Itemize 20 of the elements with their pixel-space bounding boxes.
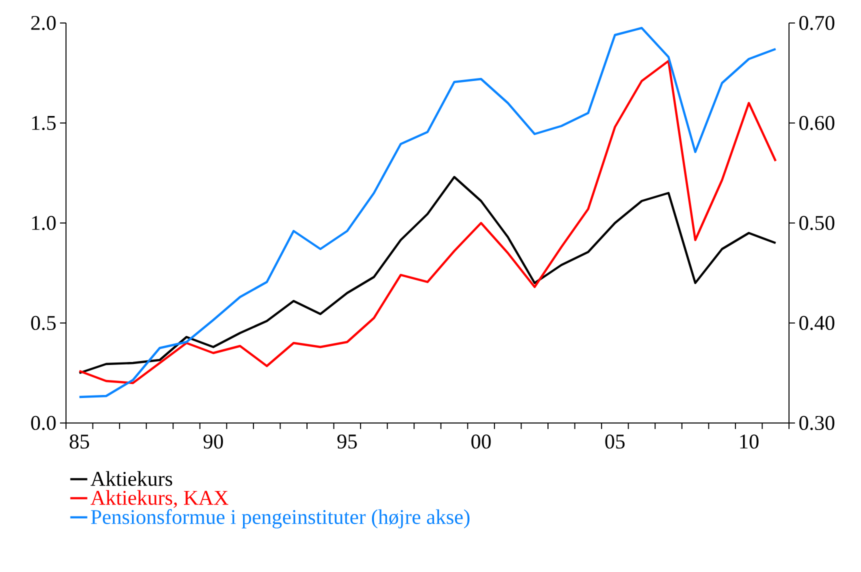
legend-label: Aktiekurs, KAX — [90, 490, 228, 508]
y2-tick-label: 0.60 — [799, 116, 834, 130]
legend-label: Pensionsformue i pengeinstituter (højre akse) — [91, 509, 470, 528]
y2-tick-label: 0.50 — [799, 216, 834, 230]
y-tick-label: 1.5 — [32, 116, 56, 130]
x-tick-label: 85 — [70, 434, 90, 449]
y-tick-label: 0.5 — [31, 316, 56, 330]
x-tick-label: 90 — [203, 434, 223, 449]
line-series — [78, 176, 777, 374]
x-tick-label: 00 — [471, 434, 491, 449]
x-tick-label: 10 — [740, 434, 759, 449]
legend-label: Aktiekurs — [90, 471, 172, 486]
x-tick-label: 05 — [605, 434, 625, 449]
x-tick-label: 95 — [337, 434, 357, 449]
y-tick-label: 2.0 — [31, 16, 56, 30]
y2-tick-label: 0.40 — [799, 316, 834, 330]
y2-tick-label: 0.70 — [799, 16, 834, 30]
y-tick-label: 1.0 — [32, 216, 56, 230]
y-tick-label: 0.0 — [31, 416, 56, 430]
y2-tick-label: 0.30 — [799, 416, 834, 430]
